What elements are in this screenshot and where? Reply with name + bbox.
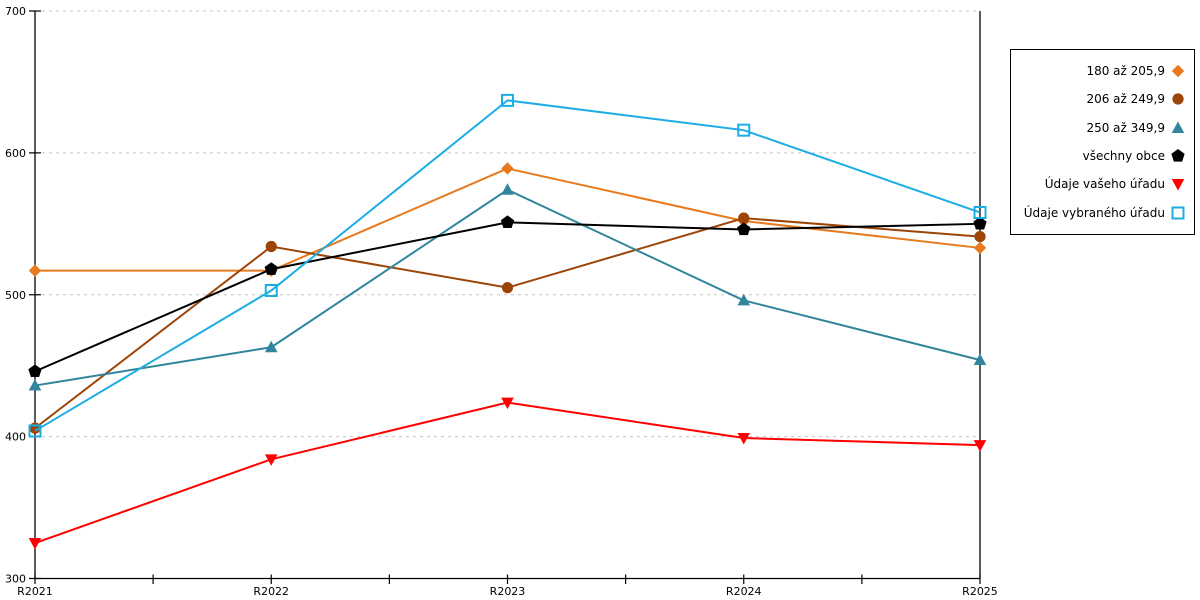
marker-triangle-down-icon	[973, 440, 987, 452]
marker-square-open-icon	[1171, 206, 1185, 220]
x-tick-label: R2023	[490, 585, 526, 598]
marker-circle-icon	[1172, 93, 1184, 106]
marker-diamond-icon	[973, 241, 987, 255]
x-tick-label: R2022	[253, 585, 289, 598]
legend-item-label: 180 až 205,9	[1086, 64, 1165, 79]
marker-circle-icon	[501, 282, 514, 294]
y-tick-label: 700	[5, 5, 26, 18]
series-line	[34, 401, 981, 544]
x-tick-label: R2025	[962, 585, 998, 598]
marker-diamond-icon	[28, 264, 42, 277]
legend-marker-pentagon-icon	[1171, 149, 1185, 162]
legend-box: 180 až 205,9 206 až 249,9 250 až 349,9 všec…	[1010, 49, 1195, 235]
marker-square-open-icon	[737, 123, 751, 137]
marker-triangle-down-icon	[737, 433, 751, 445]
marker-triangle-up-icon	[1171, 121, 1185, 133]
marker-triangle-up-icon	[264, 340, 278, 353]
marker-triangle-up-icon	[737, 293, 751, 306]
marker-pentagon-icon	[737, 222, 751, 236]
marker-pentagon-icon	[500, 215, 515, 229]
marker-pentagon-icon	[28, 364, 42, 378]
legend-marker-triangle-up-icon	[1171, 121, 1185, 133]
series-line	[34, 221, 981, 373]
marker-square-open-icon	[264, 283, 278, 297]
y-tick-label: 600	[5, 147, 26, 160]
series-line	[34, 217, 981, 429]
marker-circle-icon	[974, 230, 986, 243]
marker-triangle-down-icon	[1171, 179, 1185, 191]
legend-item-label: Údaje vašeho úřadu	[1044, 177, 1165, 192]
marker-circle-icon	[265, 240, 277, 253]
y-tick-label: 400	[5, 431, 26, 444]
legend-marker-triangle-down-icon	[1171, 179, 1185, 191]
marker-square-open-icon	[973, 205, 987, 219]
y-tick-label: 300	[5, 573, 26, 586]
legend-marker-diamond-icon	[1171, 64, 1185, 78]
marker-triangle-up-icon	[501, 183, 514, 195]
legend-item: 206 až 249,9	[1011, 85, 1194, 113]
marker-diamond-icon	[1171, 64, 1185, 78]
marker-triangle-down-icon	[501, 397, 514, 410]
marker-triangle-down-icon	[28, 538, 42, 550]
legend-item: Údaje vybraného úřadu	[1011, 198, 1194, 226]
legend-item-label: 206 až 249,9	[1086, 92, 1165, 107]
marker-pentagon-icon	[264, 262, 278, 275]
marker-diamond-icon	[501, 162, 514, 175]
x-tick-label: R2021	[17, 585, 53, 598]
legend-item: 250 až 349,9	[1011, 114, 1194, 142]
legend-item: 180 až 205,9	[1011, 57, 1194, 85]
marker-pentagon-icon	[1171, 149, 1185, 162]
marker-square-open-icon	[501, 93, 514, 107]
marker-triangle-up-icon	[28, 379, 42, 391]
legend-item-label: 250 až 349,9	[1086, 120, 1165, 135]
y-tick-label: 500	[5, 289, 26, 302]
legend-item: všechny obce	[1011, 142, 1194, 170]
marker-triangle-up-icon	[973, 353, 987, 366]
marker-circle-icon	[738, 212, 750, 224]
series-line	[34, 99, 981, 432]
legend-marker-circle-icon	[1172, 93, 1184, 106]
x-tick-label: R2024	[726, 585, 762, 598]
marker-square-open-icon	[28, 424, 42, 438]
legend-item: Údaje vašeho úřadu	[1011, 170, 1194, 198]
legend-marker-square-open-icon	[1171, 206, 1185, 220]
legend-item-label: Údaje vybraného úřadu	[1023, 205, 1165, 220]
legend-item-label: všechny obce	[1082, 149, 1165, 164]
marker-pentagon-icon	[973, 216, 987, 230]
marker-triangle-down-icon	[264, 454, 278, 466]
